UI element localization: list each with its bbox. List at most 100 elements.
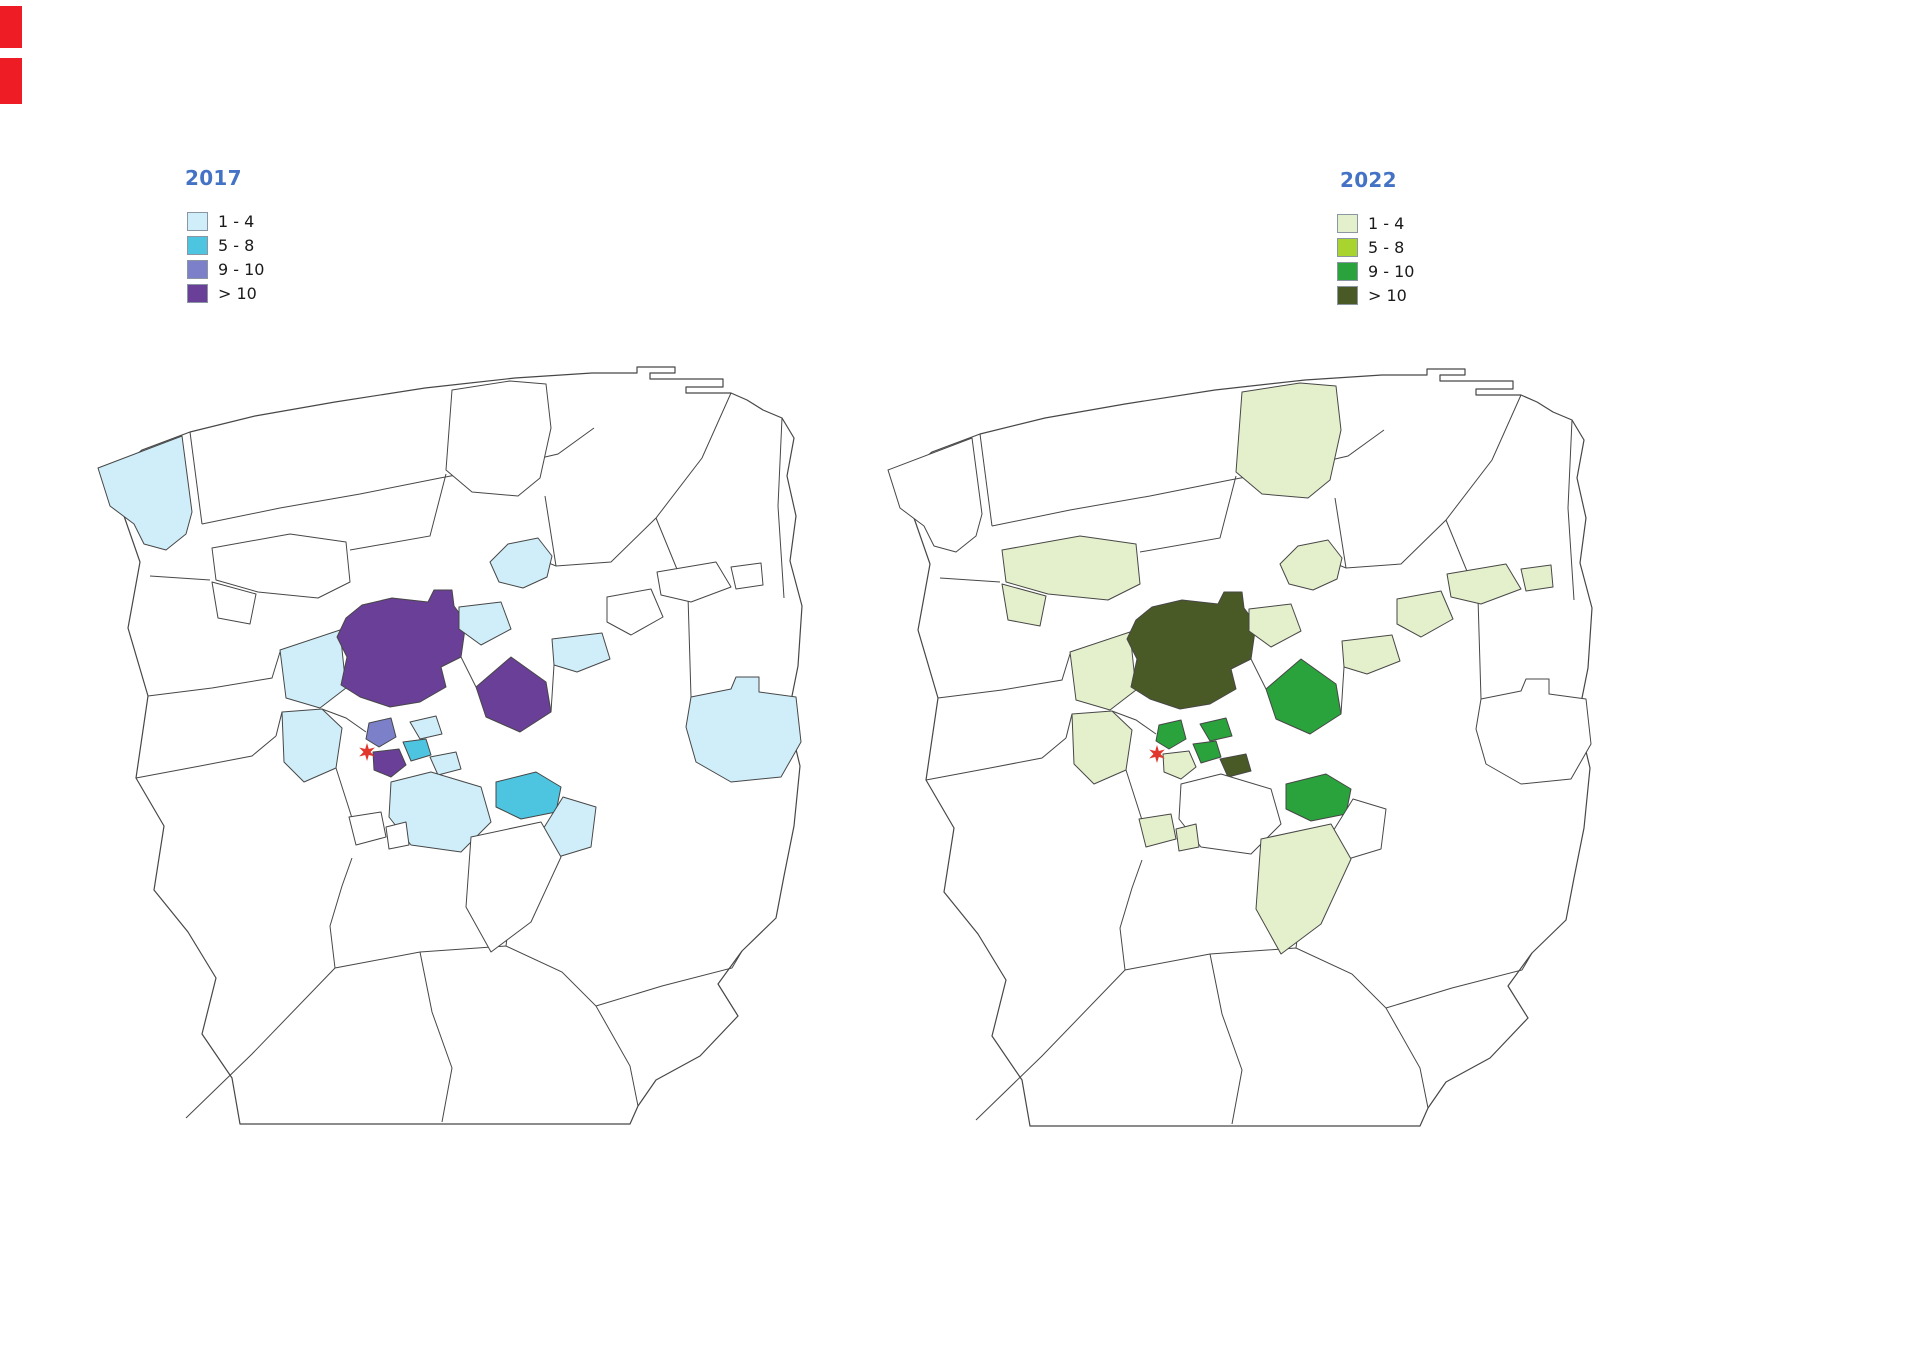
district-center_violet — [1155, 719, 1187, 750]
district-south_long — [465, 821, 562, 953]
district-far_e1 — [1446, 563, 1522, 605]
district-center_violet — [365, 717, 397, 748]
district-ne_c — [1396, 590, 1454, 638]
district-s_small_a — [348, 811, 387, 846]
legend-item: 9 - 10 — [187, 260, 870, 279]
district-border — [595, 950, 743, 1007]
district-ne_a — [1341, 634, 1401, 675]
legend-label: > 10 — [218, 284, 257, 303]
district-coastal_nw — [887, 437, 983, 553]
legend-swatch — [1337, 214, 1358, 233]
legend-swatch — [187, 260, 208, 279]
legend-item: 9 - 10 — [1337, 262, 1660, 281]
district-north_center — [445, 380, 552, 497]
district-border — [147, 651, 281, 697]
map-panel-2017: 2017 1 - 4 5 - 8 9 - 10 > 10 — [90, 166, 870, 1125]
district-border — [1209, 953, 1243, 1125]
screen-edge-red-artifact — [0, 58, 22, 104]
district-s_small_b — [385, 821, 410, 850]
district-far_e2 — [730, 562, 764, 590]
district-border — [550, 664, 555, 713]
district-south_long — [1255, 823, 1352, 955]
legend: 1 - 4 5 - 8 9 - 10 > 10 — [1337, 214, 1660, 305]
district-center_b — [429, 751, 462, 776]
legend-swatch — [1337, 238, 1358, 257]
legend-swatch — [187, 284, 208, 303]
legend-item: > 10 — [187, 284, 870, 303]
legend-swatch — [1337, 262, 1358, 281]
district-east_large — [1475, 678, 1592, 785]
map-title: 2022 — [1340, 168, 1397, 192]
district-center_b — [1219, 753, 1252, 778]
choropleth-map-2022 — [887, 368, 1593, 1127]
district-nw_large — [211, 533, 351, 599]
district-nw_small — [211, 581, 257, 625]
location-marker-star-icon — [1149, 745, 1165, 763]
district-border — [335, 767, 353, 819]
district-border — [275, 711, 283, 737]
district-east_purple — [475, 656, 552, 733]
district-border — [1065, 713, 1073, 739]
district-east_purple — [1265, 658, 1342, 735]
district-east_large — [685, 676, 802, 783]
legend-swatch — [187, 212, 208, 231]
legend-item: 1 - 4 — [1337, 214, 1660, 233]
district-ne_a — [551, 632, 611, 673]
district-big_purple — [1126, 591, 1257, 710]
district-west_low — [1071, 710, 1133, 785]
district-border — [201, 427, 595, 525]
district-border — [189, 431, 203, 525]
district-west_mid — [1069, 631, 1137, 711]
choropleth-map-2017 — [97, 366, 803, 1125]
district-border — [1111, 710, 1157, 735]
district-center_teal — [402, 738, 432, 762]
district-border — [149, 575, 211, 581]
district-border — [991, 429, 1385, 527]
district-coastal_nw — [97, 435, 193, 551]
district-border — [925, 737, 1067, 781]
district-border — [135, 735, 277, 779]
district-far_e2 — [1520, 564, 1554, 592]
district-s_small_a — [1138, 813, 1177, 848]
district-border — [419, 951, 453, 1123]
legend-label: 5 - 8 — [1368, 238, 1405, 257]
legend-label: 5 - 8 — [218, 236, 255, 255]
district-far_e1 — [656, 561, 732, 603]
district-border — [321, 708, 367, 733]
location-marker-star-icon — [359, 743, 375, 761]
district-border — [1125, 769, 1143, 821]
legend-item: 5 - 8 — [187, 236, 870, 255]
district-border — [1139, 475, 1237, 553]
district-border — [329, 857, 353, 969]
district-s_small_b — [1175, 823, 1200, 852]
district-pond_n — [1279, 539, 1343, 591]
district-border — [349, 473, 447, 551]
district-border — [1119, 859, 1143, 971]
legend-label: 9 - 10 — [1368, 262, 1415, 281]
district-border — [460, 656, 477, 688]
district-north_center — [1235, 382, 1342, 499]
district-west_mid — [279, 629, 347, 709]
district-center_a — [409, 715, 443, 740]
legend-item: 5 - 8 — [1337, 238, 1660, 257]
legend: 1 - 4 5 - 8 9 - 10 > 10 — [187, 212, 870, 303]
district-ne_b — [1248, 603, 1302, 648]
legend-item: 1 - 4 — [187, 212, 870, 231]
legend-label: 1 - 4 — [1368, 214, 1405, 233]
legend-swatch — [1337, 286, 1358, 305]
legend-swatch — [187, 236, 208, 255]
district-border — [1385, 952, 1533, 1009]
map-title: 2017 — [185, 166, 242, 190]
district-border — [777, 417, 785, 599]
district-nw_large — [1001, 535, 1141, 601]
district-west_low — [281, 708, 343, 783]
district-pond_n — [489, 537, 553, 589]
district-ne_b — [458, 601, 512, 646]
map-panel-2022: 2022 1 - 4 5 - 8 9 - 10 > 10 — [880, 168, 1660, 1127]
district-border — [1340, 666, 1345, 715]
district-center_purple — [1162, 750, 1197, 780]
screen-edge-red-artifact — [0, 6, 22, 48]
district-border — [937, 653, 1071, 699]
district-border — [939, 577, 1001, 583]
district-ne_c — [606, 588, 664, 636]
